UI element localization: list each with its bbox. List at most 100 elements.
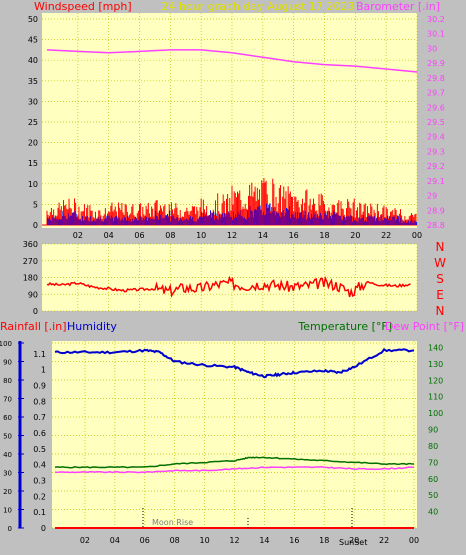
wind-direction-line <box>46 275 411 298</box>
barometer-tick-label: 29.4 <box>427 133 445 142</box>
top-x-tick-label: 04 <box>104 231 114 240</box>
top-x-tick-label: 16 <box>289 231 299 240</box>
humidity-line <box>54 348 415 379</box>
bottom-x-tick-label: 14 <box>259 536 269 545</box>
wind-series <box>46 178 417 225</box>
bottom-x-tick-label: 20 <box>349 536 359 545</box>
direction-tick-label: 270 <box>23 257 38 266</box>
top-x-tick-label: 10 <box>196 231 206 240</box>
temperature-line <box>54 456 415 469</box>
humidity-tick-label: 50 <box>3 433 12 441</box>
temperature-tick-label: 110 <box>428 393 443 402</box>
humidity-tick-label: 60 <box>3 414 12 422</box>
direction-tick-label: 360 <box>23 240 38 249</box>
bottom-x-tick-label: 06 <box>140 536 150 545</box>
humidity-tick-label: 30 <box>3 470 12 478</box>
rainfall-tick-label: 0.9 <box>33 382 46 391</box>
top-grid: 0 5 10 15 20 25 30 35 40 45 50 28.8 28.9 29 29.1 29.2 29… <box>28 13 445 240</box>
barometer-tick-label: 29.7 <box>427 89 445 98</box>
barometer-tick-label: 29.9 <box>427 59 445 68</box>
barometer-tick-label: 29.8 <box>427 74 445 83</box>
rainfall-tick-label: 0.3 <box>33 477 46 486</box>
humidity-title: Humidity <box>67 320 117 333</box>
humidity-tick-label: 100 <box>0 340 12 348</box>
compass-w: W <box>434 256 446 270</box>
barometer-title: Barometer [.in] <box>356 0 440 13</box>
top-x-tick-label: 06 <box>134 231 144 240</box>
wind-tick-label: 5 <box>33 200 38 209</box>
wind-tick-label: 15 <box>28 159 38 168</box>
bottom-x-tick-label: 10 <box>199 536 209 545</box>
temperature-tick-label: 140 <box>428 343 443 352</box>
graph-title: 24 hour graph day August 17 2023 <box>161 0 354 13</box>
wind-tick-label: 35 <box>28 77 38 86</box>
compass-n-bottom: N <box>436 304 445 318</box>
barometer-tick-label: 28.8 <box>427 221 445 230</box>
rainfall-tick-label: 0 <box>41 524 46 533</box>
chart-marks <box>46 49 418 529</box>
barometer-tick-label: 30.2 <box>427 15 445 24</box>
compass-s: S <box>436 272 444 286</box>
barometer-tick-label: 29 <box>427 192 437 201</box>
bottom-x-tick-label: 16 <box>289 536 299 545</box>
humidity-tick-label: 70 <box>3 396 12 404</box>
barometer-tick-label: 29.6 <box>427 103 445 112</box>
direction-tick-label: 180 <box>23 274 38 283</box>
rainfall-tick-label: 0.6 <box>33 429 46 438</box>
top-x-tick-label: 12 <box>227 231 237 240</box>
rainfall-title: Rainfall [.in] <box>0 320 67 333</box>
dew-point-line <box>54 466 414 474</box>
temperature-tick-label: 100 <box>428 409 443 418</box>
dewpoint-title: Dew Point [°F] <box>385 320 464 333</box>
bottom-x-tick-label: 08 <box>170 536 180 545</box>
temperature-tick-label: 130 <box>428 360 443 369</box>
rainfall-tick-label: 0.7 <box>33 413 46 422</box>
wind-tick-label: 30 <box>28 97 38 106</box>
bottom-x-tick-label: 02 <box>80 536 90 545</box>
direction-tick-label: 90 <box>28 290 38 299</box>
barometer-tick-label: 28.9 <box>427 206 445 215</box>
top-x-tick-label: 14 <box>258 231 268 240</box>
temperature-title: Temperature [°F] <box>297 320 392 333</box>
humidity-tick-label: 40 <box>3 451 12 459</box>
temperature-tick-label: 90 <box>428 426 438 435</box>
moonrise-label: Moon Rise <box>152 518 193 527</box>
rainfall-tick-label: 0.5 <box>33 445 46 454</box>
top-x-tick-label: 18 <box>319 231 329 240</box>
barometer-tick-label: 30.1 <box>427 30 445 39</box>
top-x-tick-label: 02 <box>73 231 83 240</box>
temperature-tick-label: 50 <box>428 491 438 500</box>
bottom-x-tick-label: 04 <box>110 536 120 545</box>
wind-tick-label: 45 <box>28 36 38 45</box>
compass-labels: N W S E N <box>434 240 446 318</box>
bottom-x-tick-label: 22 <box>379 536 389 545</box>
sunset-label: SunSet <box>339 538 367 547</box>
temperature-tick-label: 80 <box>428 442 438 451</box>
bottom-x-tick-label: 00 <box>409 536 419 545</box>
top-x-tick-label: 20 <box>350 231 360 240</box>
rainfall-tick-label: 0.1 <box>33 508 46 517</box>
rainfall-tick-label: 0.8 <box>33 397 46 406</box>
top-x-tick-label: 08 <box>165 231 175 240</box>
rainfall-tick-label: 1.1 <box>33 350 46 359</box>
rainfall-tick-label: 1 <box>41 366 46 375</box>
barometer-tick-label: 29.1 <box>427 177 445 186</box>
wind-tick-label: 50 <box>28 15 38 24</box>
compass-n-top: N <box>436 240 445 254</box>
barometer-tick-label: 29.5 <box>427 118 445 127</box>
rainfall-tick-label: 0.2 <box>33 492 46 501</box>
top-plot-area <box>42 13 417 228</box>
windspeed-title: Windspeed [mph] <box>34 0 132 13</box>
humidity-tick-label: 10 <box>3 507 12 515</box>
wind-tick-label: 40 <box>28 56 38 65</box>
event-markers: Moon Rise SunSet <box>142 508 367 547</box>
temperature-tick-label: 60 <box>428 475 438 484</box>
barometer-tick-label: 29.3 <box>427 147 445 156</box>
bottom-x-tick-label: 18 <box>319 536 329 545</box>
compass-e: E <box>436 288 444 302</box>
barometer-tick-label: 30 <box>427 44 437 53</box>
top-x-tick-label: 00 <box>412 231 422 240</box>
humidity-tick-label: 90 <box>3 359 12 367</box>
temperature-tick-label: 40 <box>428 508 438 517</box>
